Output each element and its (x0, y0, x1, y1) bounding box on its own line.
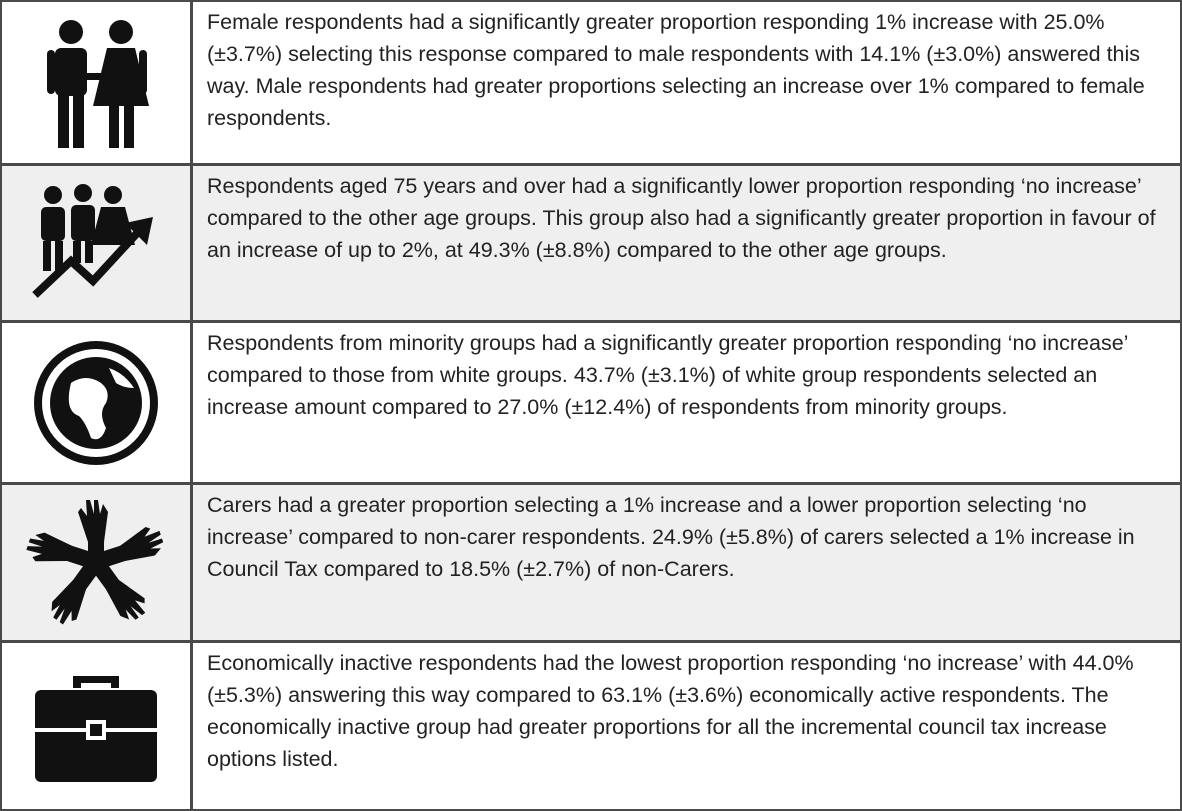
table-row: Economically inactive respondents had th… (2, 642, 1180, 809)
gender-icon (2, 2, 193, 164)
age-icon (2, 166, 193, 321)
row-text: Respondents aged 75 years and over had a… (207, 174, 1156, 263)
row-text: Carers had a greater proportion selectin… (207, 492, 1135, 581)
globe-icon (2, 323, 193, 482)
briefcase-icon (2, 642, 193, 809)
row-text: Female respondents had a significantly g… (207, 10, 1145, 130)
table-row: Female respondents had a significantly g… (2, 2, 1180, 167)
row-text: Respondents from minority groups had a s… (207, 331, 1128, 420)
table-row: Respondents from minority groups had a s… (2, 323, 1180, 485)
table-row: Carers had a greater proportion selectin… (2, 484, 1180, 643)
hands-icon (2, 484, 193, 640)
row-text: Economically inactive respondents had th… (207, 650, 1134, 771)
table-row: Respondents aged 75 years and over had a… (2, 166, 1180, 324)
